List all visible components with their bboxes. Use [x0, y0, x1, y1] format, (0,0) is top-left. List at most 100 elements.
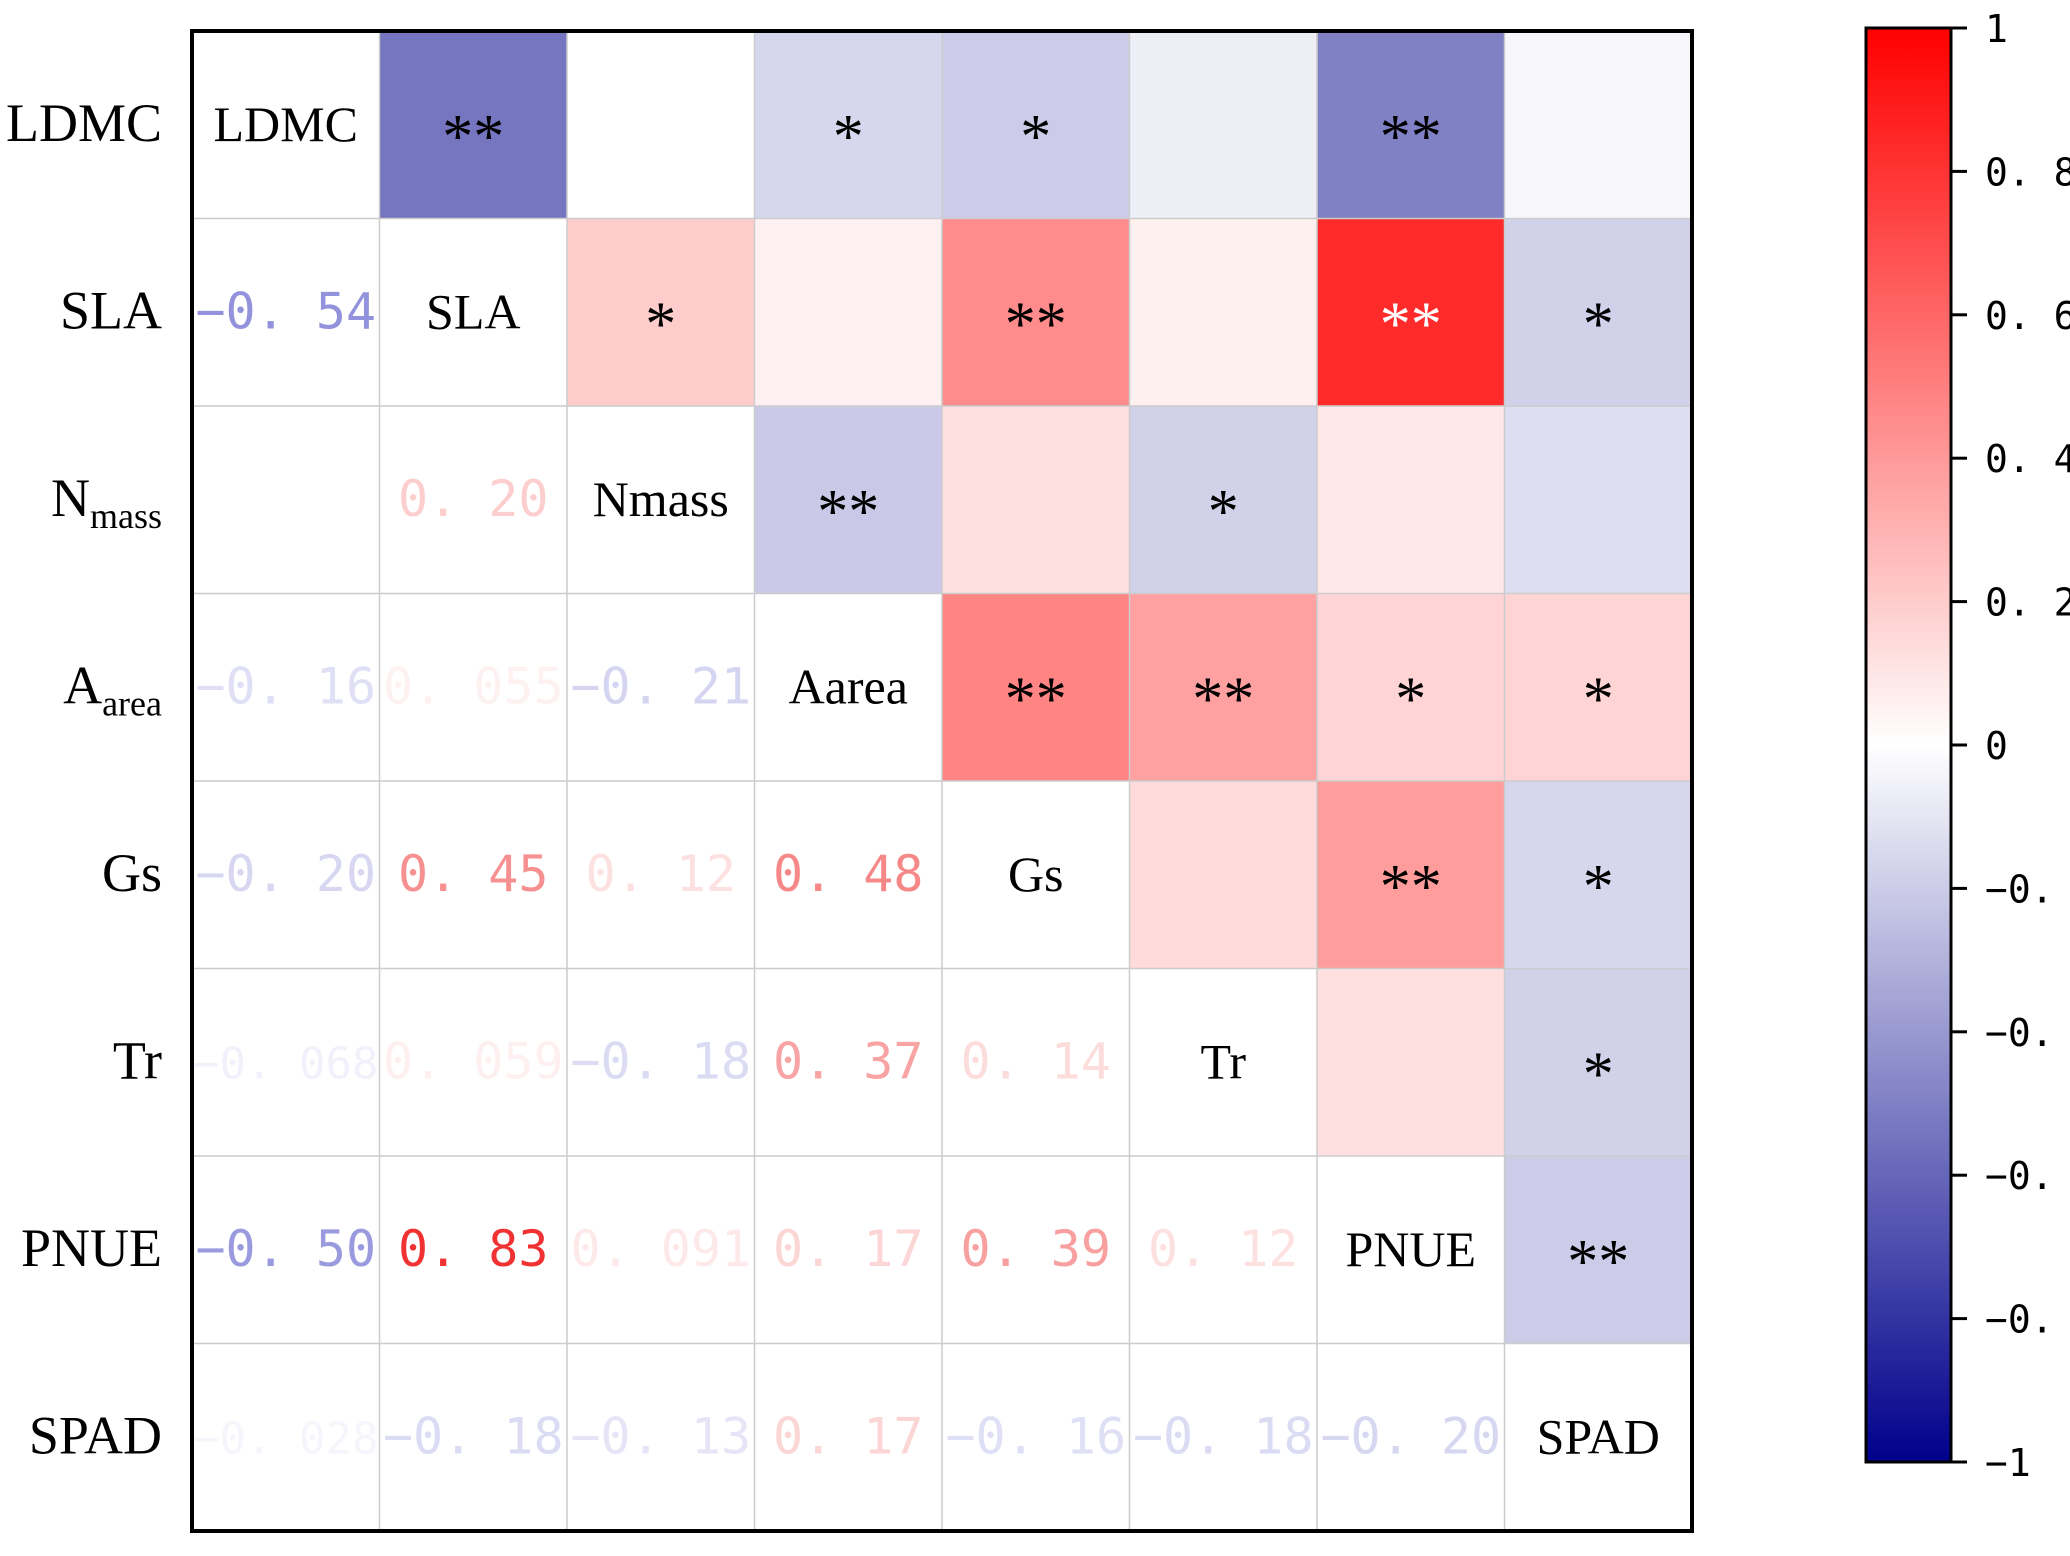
- colorbar-tick-label: 0. 4: [1985, 437, 2070, 481]
- heatmap-cell: [1504, 781, 1692, 969]
- heatmap-cell: [942, 31, 1130, 219]
- y-axis-tick-label: SPAD: [29, 1405, 162, 1465]
- correlation-value: −0. 20: [195, 845, 376, 903]
- lower-cell: [754, 1343, 942, 1531]
- y-axis-tick-label: SLA: [60, 280, 162, 340]
- correlation-value: 0. 059: [383, 1032, 564, 1090]
- colorbar-tick-label: 1: [1985, 7, 2008, 51]
- lower-cell: [379, 1343, 567, 1531]
- lower-cell: [379, 1156, 567, 1344]
- heatmap-cell: [1504, 593, 1692, 781]
- correlation-value: −0. 18: [570, 1032, 751, 1090]
- significance-stars: **: [1380, 103, 1442, 171]
- y-axis-tick-label: Aarea: [63, 655, 162, 723]
- lower-cell: [379, 406, 567, 594]
- significance-stars: *: [1395, 665, 1426, 733]
- significance-stars: *: [645, 290, 676, 358]
- lower-cell: [379, 781, 567, 969]
- correlation-value: −0. 068: [193, 1038, 378, 1089]
- heatmap-cell: [754, 218, 942, 406]
- y-axis-tick-label: Tr: [113, 1030, 162, 1090]
- diagonal-label: SPAD: [1537, 1408, 1660, 1464]
- heatmap-cell: [1317, 406, 1505, 594]
- lower-cell: [942, 968, 1130, 1156]
- heatmap-labels: LDMC ** * * **−0. 54 SLA * ** ** *0. 20 Nmass ** *−0…: [193, 96, 1660, 1466]
- heatmap-cell: [1317, 593, 1505, 781]
- correlation-value: −0. 028: [193, 1413, 378, 1464]
- heatmap-cell: [1317, 31, 1505, 219]
- y-axis-tick-label: PNUE: [21, 1218, 162, 1278]
- correlation-value: −0. 21: [570, 657, 751, 715]
- significance-stars: **: [1380, 290, 1442, 358]
- correlation-value: −0. 20: [1320, 1407, 1501, 1465]
- heatmap-grid: [192, 31, 1692, 1531]
- heatmap-cell: [379, 31, 567, 219]
- correlation-value: 0. 17: [773, 1407, 924, 1465]
- correlation-value: −0. 18: [383, 1407, 564, 1465]
- lower-cell: [567, 781, 755, 969]
- lower-cell: [379, 968, 567, 1156]
- heatmap-cell: [1317, 781, 1505, 969]
- diagonal-label: Aarea: [789, 658, 908, 714]
- y-axis-tick-label-subscript: mass: [90, 496, 162, 536]
- significance-stars: **: [1380, 853, 1442, 921]
- correlation-value: −0. 16: [195, 657, 376, 715]
- colorbar-tick-label: 0: [1985, 724, 2008, 768]
- lower-cell: [754, 781, 942, 969]
- lower-cell: [942, 1343, 1130, 1531]
- colorbar-tick-label: −1: [1985, 1441, 2031, 1485]
- correlation-value: 0. 39: [960, 1220, 1111, 1278]
- diagonal-cell: [567, 406, 755, 594]
- lower-cell: [192, 781, 380, 969]
- heatmap-cell: [1129, 31, 1317, 219]
- y-axis-tick-label: LDMC: [6, 93, 162, 153]
- correlation-value: −0. 16: [945, 1407, 1126, 1465]
- lower-cell: [942, 1156, 1130, 1344]
- diagonal-cell: [192, 31, 380, 219]
- diagonal-label: LDMC: [214, 96, 358, 152]
- diagonal-cell: [379, 218, 567, 406]
- heatmap-cell: [1504, 1156, 1692, 1344]
- heatmap-cell: [1129, 406, 1317, 594]
- diagonal-cell: [754, 593, 942, 781]
- significance-stars: *: [1583, 290, 1614, 358]
- colorbar-tick-label: 0. 2: [1985, 581, 2070, 625]
- diagonal-label: PNUE: [1345, 1221, 1476, 1277]
- colorbar-tick-label: 0. 8: [1985, 150, 2070, 194]
- correlation-value: 0. 83: [398, 1220, 549, 1278]
- heatmap-cell: [1129, 593, 1317, 781]
- lower-cell: [1317, 1343, 1505, 1531]
- heatmap-cells: [192, 31, 1692, 1531]
- colorbar-tick-label: −0. 4: [1985, 1011, 2070, 1055]
- correlation-value: 0. 12: [585, 845, 736, 903]
- y-axis-tick-label: Nmass: [51, 468, 162, 536]
- heatmap-cell: [567, 218, 755, 406]
- lower-cell: [1129, 1343, 1317, 1531]
- diagonal-label: Gs: [1008, 846, 1064, 902]
- lower-cell: [567, 1156, 755, 1344]
- heatmap-cell: [754, 406, 942, 594]
- heatmap-cell: [1129, 781, 1317, 969]
- correlation-value: −0. 54: [195, 282, 376, 340]
- colorbar: [1864, 26, 1953, 1464]
- lower-cell: [754, 1156, 942, 1344]
- significance-stars: *: [1208, 478, 1239, 546]
- colorbar-tick-label: 0. 6: [1985, 294, 2070, 338]
- correlation-value: 0. 37: [773, 1032, 924, 1090]
- correlation-value: 0. 20: [398, 470, 549, 528]
- significance-stars: *: [833, 103, 864, 171]
- heatmap-cell: [754, 31, 942, 219]
- lower-cell: [192, 1156, 380, 1344]
- heatmap-cell: [942, 406, 1130, 594]
- heatmap-cell: [1317, 218, 1505, 406]
- significance-stars: *: [1583, 853, 1614, 921]
- lower-cell: [379, 593, 567, 781]
- colorbar-tick-label: −0. 8: [1985, 1298, 2070, 1342]
- heatmap-cell: [1504, 31, 1692, 219]
- diagonal-label: Nmass: [593, 471, 729, 527]
- significance-stars: *: [1020, 103, 1051, 171]
- significance-stars: **: [817, 478, 879, 546]
- lower-cell: [567, 968, 755, 1156]
